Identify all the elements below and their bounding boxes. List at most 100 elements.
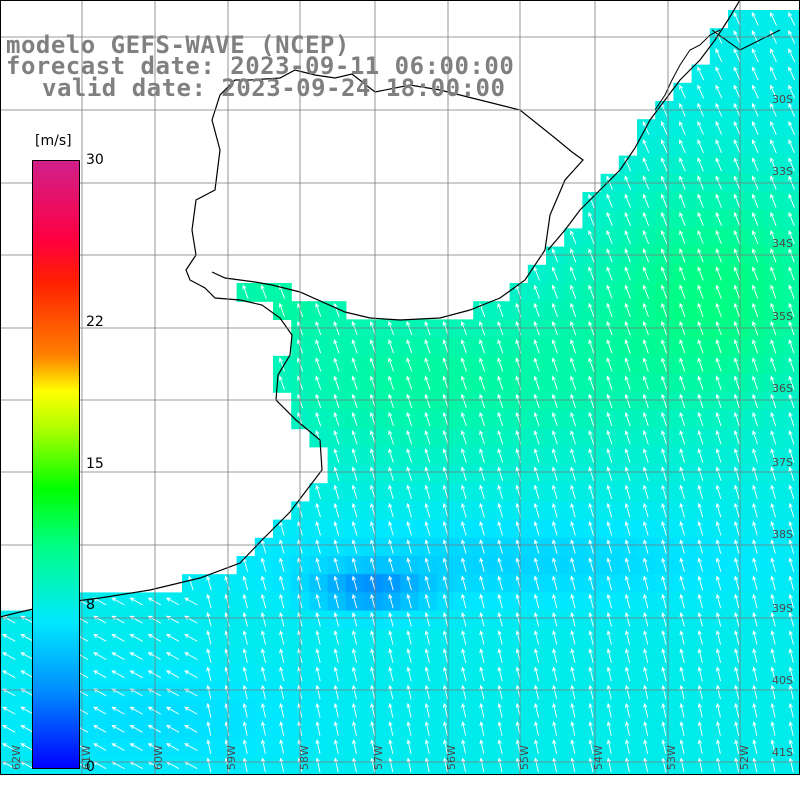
wind-arrow xyxy=(497,630,503,645)
wind-arrow xyxy=(479,357,486,372)
lon-label: 53W xyxy=(665,745,678,770)
wind-arrow xyxy=(111,706,125,715)
wind-arrow xyxy=(442,630,449,645)
wind-arrow xyxy=(333,593,339,609)
wind-arrow xyxy=(552,557,558,572)
wind-arrow xyxy=(715,521,722,536)
wind-arrow xyxy=(770,302,777,318)
wind-arrow xyxy=(697,575,704,591)
wind-arrow xyxy=(479,684,485,700)
wind-arrow xyxy=(788,211,795,226)
wind-arrow xyxy=(788,120,795,135)
wind-arrow xyxy=(733,484,740,500)
wind-arrow xyxy=(661,375,668,390)
wind-arrow xyxy=(752,320,759,336)
wind-arrow xyxy=(165,725,180,733)
lon-label: 54W xyxy=(592,745,605,770)
lon-label: 57W xyxy=(372,745,385,770)
wind-arrow xyxy=(734,757,740,773)
wind-arrow xyxy=(533,702,539,718)
wind-arrow xyxy=(497,448,504,463)
wind-arrow xyxy=(279,575,285,591)
wind-arrow xyxy=(206,684,212,700)
wind-arrow xyxy=(715,630,722,645)
wind-arrow xyxy=(624,266,631,281)
wind-arrow xyxy=(715,648,722,664)
wind-arrow xyxy=(642,411,649,427)
wind-arrow xyxy=(642,157,650,172)
wind-arrow xyxy=(752,375,759,390)
wind-arrow xyxy=(111,743,125,751)
wind-arrow xyxy=(461,757,467,773)
wind-arrow xyxy=(770,466,777,481)
wind-arrow xyxy=(697,611,703,627)
wind-arrow xyxy=(752,448,758,463)
wind-arrow xyxy=(606,320,613,336)
wind-arrow xyxy=(715,266,722,281)
wind-arrow xyxy=(697,502,704,518)
wind-arrow xyxy=(533,430,540,445)
wind-arrow xyxy=(642,375,649,390)
wind-arrow xyxy=(788,430,795,445)
wind-arrow xyxy=(770,120,777,135)
wind-arrow xyxy=(388,630,394,645)
wind-arrow xyxy=(661,593,667,609)
wind-arrow xyxy=(588,466,595,481)
wind-arrow xyxy=(333,666,339,682)
wind-arrow xyxy=(93,743,107,751)
wind-arrow xyxy=(388,357,395,372)
wind-arrow xyxy=(606,430,613,445)
wind-arrow xyxy=(442,375,449,390)
wind-arrow xyxy=(606,684,612,700)
wind-arrow xyxy=(442,702,448,718)
wind-arrow xyxy=(770,611,776,627)
wind-arrow xyxy=(679,230,686,245)
wind-arrow xyxy=(679,84,686,99)
wind-arrow xyxy=(733,84,741,99)
wind-arrow xyxy=(242,702,248,718)
wind-arrow xyxy=(679,157,686,172)
wind-arrow xyxy=(788,575,795,591)
wind-arrow xyxy=(624,648,631,664)
wind-arrow xyxy=(715,357,722,372)
wind-arrow xyxy=(679,666,685,682)
wind-cell xyxy=(782,738,800,757)
wind-arrow xyxy=(661,648,667,664)
wind-arrow xyxy=(770,502,776,518)
wind-arrow xyxy=(315,521,321,536)
wind-arrow xyxy=(679,266,686,281)
wind-arrow xyxy=(570,721,576,736)
wind-arrow xyxy=(461,575,467,591)
wind-arrow xyxy=(661,448,667,463)
wind-arrow xyxy=(625,721,630,736)
wind-arrow xyxy=(497,502,503,518)
wind-arrow xyxy=(624,611,631,627)
wind-arrow xyxy=(642,393,649,409)
wind-arrow xyxy=(315,611,321,627)
wind-arrow xyxy=(351,320,358,336)
wind-arrow xyxy=(533,284,540,299)
wind-arrow xyxy=(734,648,740,664)
wind-arrow xyxy=(715,666,722,682)
wind-arrow xyxy=(206,648,212,664)
wind-arrow xyxy=(788,502,795,518)
wind-arrow xyxy=(551,375,558,390)
wind-arrow xyxy=(588,284,595,299)
wind-arrow xyxy=(497,484,503,500)
lat-label: 39S xyxy=(772,602,793,615)
wind-arrow xyxy=(533,575,540,591)
wind-arrow xyxy=(715,211,722,226)
wind-arrow xyxy=(643,502,649,518)
wind-arrow xyxy=(679,248,686,263)
wind-arrow xyxy=(788,357,795,372)
wind-arrow xyxy=(570,393,576,409)
wind-arrow xyxy=(606,448,613,463)
wind-arrow xyxy=(424,684,430,700)
wind-arrow xyxy=(752,302,759,318)
wind-cell xyxy=(782,665,800,684)
wind-arrow xyxy=(129,725,143,733)
wind-arrow xyxy=(260,648,267,664)
wind-arrow xyxy=(752,484,758,500)
wind-arrow xyxy=(279,557,285,572)
wind-arrow xyxy=(752,266,759,281)
